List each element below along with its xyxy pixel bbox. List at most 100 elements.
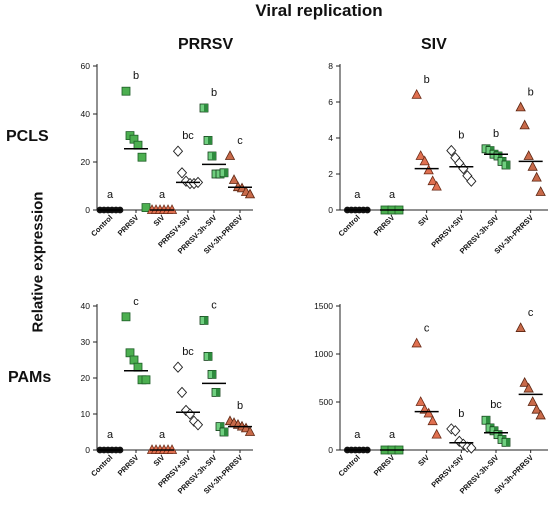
pcls-prrsv-x-tick-label: SIV: [151, 213, 166, 228]
pcls-prrsv-data-point: [133, 140, 143, 150]
pams-siv-data-point: [415, 396, 426, 406]
row-title-pams: PAMs: [8, 369, 52, 386]
pams-prrsv-data-point: [141, 375, 151, 385]
pams-siv-data-point: [427, 415, 438, 426]
pams-siv-data-point: [519, 376, 530, 387]
pcls-prrsv-y-tick-label: 60: [81, 61, 91, 71]
pams-siv-significance-letter: c: [424, 322, 430, 334]
pcls-siv-data-point: [519, 119, 530, 130]
pcls-prrsv-data-point: [244, 188, 256, 199]
pcls-siv-significance-letter: b: [458, 130, 464, 142]
pams-prrsv-data-point: [207, 369, 217, 379]
pams-prrsv-significance-letter: a: [107, 429, 114, 441]
pcls-siv-y-tick-label: 6: [328, 97, 333, 107]
pams-prrsv-data-point: [133, 362, 143, 372]
pams-prrsv-data-point: [211, 387, 221, 397]
pcls-siv-y-tick-label: 2: [328, 169, 333, 179]
pcls-siv-significance-letter: b: [528, 86, 534, 98]
pams-siv-data-point: [481, 415, 491, 425]
pams-siv-data-point: [411, 337, 422, 348]
pcls-siv-data-point: [466, 175, 477, 187]
pcls-siv-data-point: [501, 160, 511, 170]
pcls-prrsv-data-point: [224, 150, 236, 160]
pcls-prrsv-significance-letter: a: [107, 189, 114, 201]
pcls-siv-x-tick-label: Control: [337, 213, 362, 238]
pams-prrsv-significance-letter: c: [211, 299, 217, 311]
pams-siv-x-tick-label: Control: [337, 453, 362, 478]
pcls-siv-data-point: [415, 150, 426, 160]
pams-prrsv-data-point: [129, 355, 139, 365]
pams-siv-data-point: [431, 428, 442, 439]
pcls-siv-y-tick-label: 0: [328, 205, 333, 215]
pcls-prrsv-x-tick-label: Control: [89, 213, 114, 238]
pcls-prrsv-data-point: [176, 167, 188, 179]
pcls-prrsv-y-tick-label: 40: [81, 109, 91, 119]
pams-siv-y-tick-label: 1500: [314, 301, 333, 311]
pams-prrsv-significance-letter: c: [133, 296, 139, 308]
pams-siv-significance-letter: a: [389, 429, 396, 441]
pams-prrsv-x-tick-label: Control: [89, 453, 114, 478]
pcls-siv-data-point: [431, 180, 442, 191]
pcls-siv-data-point: [531, 171, 542, 182]
pams-prrsv-data-point: [121, 312, 131, 322]
pams-prrsv-data-point: [244, 426, 256, 436]
pams-siv-data-point: [523, 382, 534, 393]
pams-siv-significance-letter: b: [458, 408, 464, 420]
pams-siv-data-point: [501, 437, 511, 447]
pcls-siv-significance-letter: a: [354, 189, 361, 201]
pcls-prrsv-significance-letter: bc: [182, 130, 194, 142]
pcls-prrsv-data-point: [228, 174, 240, 184]
pams-siv-data-point: [515, 322, 526, 332]
pams-siv-data-point: [527, 396, 538, 406]
pams-prrsv-data-point: [172, 361, 184, 373]
pcls-siv-data-point: [515, 101, 526, 112]
pcls-siv-x-tick-label: PRRSV: [372, 213, 397, 238]
pcls-siv-data-point: [423, 164, 434, 175]
pcls-prrsv-data-point: [199, 103, 209, 113]
pcls-siv-data-point: [419, 155, 430, 166]
pcls-siv-significance-letter: b: [424, 74, 430, 86]
figure-title: Viral replication: [255, 1, 383, 20]
pcls-prrsv-data-point: [203, 135, 213, 145]
pcls-prrsv-x-tick-label: PRRSV: [116, 213, 141, 238]
pams-prrsv-data-point: [125, 348, 135, 358]
pams-prrsv-y-tick-label: 40: [81, 301, 91, 311]
pams-siv-y-tick-label: 500: [319, 397, 333, 407]
pcls-siv-y-tick-label: 8: [328, 61, 333, 71]
pcls-siv-data-point: [527, 160, 538, 171]
pcls-siv-significance-letter: a: [389, 189, 396, 201]
pams-siv-y-tick-label: 1000: [314, 349, 333, 359]
pcls-siv-data-point: [523, 150, 534, 160]
pams-siv-data-point: [423, 407, 434, 418]
column-title-siv: SIV: [421, 36, 447, 53]
pams-prrsv-significance-letter: b: [237, 400, 243, 412]
pcls-prrsv-significance-letter: c: [237, 135, 243, 147]
pams-siv-significance-letter: a: [354, 429, 361, 441]
pcls-prrsv-data-point: [172, 145, 184, 157]
pams-siv-x-tick-label: SIV: [416, 453, 431, 468]
pams-prrsv-y-tick-label: 0: [85, 445, 90, 455]
pcls-siv-data-point: [446, 144, 457, 157]
pcls-siv-x-tick-label: PRRSV+SIV: [429, 213, 465, 249]
pcls-prrsv-data-point: [121, 86, 131, 96]
pcls-prrsv-data-point: [219, 168, 229, 178]
pams-prrsv-significance-letter: a: [159, 429, 166, 441]
pams-siv-x-tick-label: PRRSV: [372, 453, 397, 478]
pcls-prrsv-data-point: [137, 152, 147, 162]
pcls-prrsv-y-tick-label: 0: [85, 205, 90, 215]
pams-siv-data-point: [531, 403, 542, 414]
pams-prrsv-y-tick-label: 30: [81, 337, 91, 347]
pams-prrsv-data-point: [176, 386, 188, 399]
pcls-siv-y-tick-label: 4: [328, 133, 333, 143]
pcls-prrsv-data-point: [141, 203, 151, 213]
pcls-siv-significance-letter: b: [493, 128, 499, 140]
pcls-prrsv-significance-letter: b: [211, 87, 217, 99]
pcls-prrsv-significance-letter: b: [133, 70, 139, 82]
pams-prrsv-y-tick-label: 20: [81, 373, 91, 383]
pcls-prrsv-y-tick-label: 20: [81, 157, 91, 167]
pams-prrsv-significance-letter: bc: [182, 346, 194, 358]
pcls-siv-data-point: [427, 175, 438, 186]
pams-prrsv-y-tick-label: 10: [81, 409, 91, 419]
pcls-prrsv-data-point: [207, 151, 217, 161]
